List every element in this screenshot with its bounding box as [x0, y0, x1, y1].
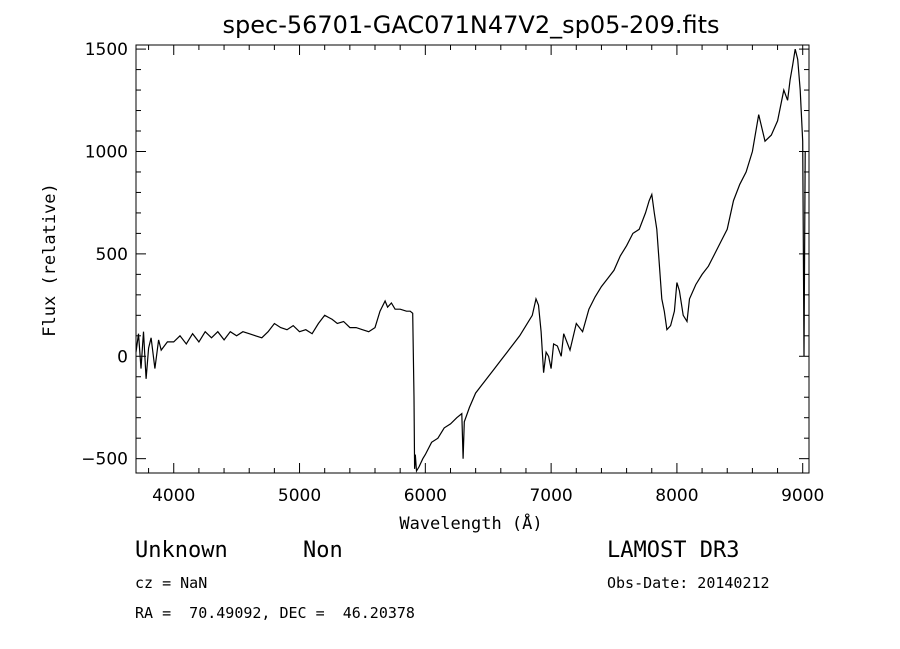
y-axis-tick-labels: −500 0 500 1000 1500 [81, 40, 128, 470]
chart-title: spec-56701-GAC071N47V2_sp05-209.fits [223, 11, 720, 39]
x-tick-label: 6000 [404, 486, 447, 506]
y-tick-label: 1000 [85, 142, 128, 162]
x-tick-label: 7000 [529, 486, 572, 506]
x-tick-label: 5000 [278, 486, 321, 506]
x-axis-label: Wavelength (Å) [399, 512, 542, 534]
y-tick-label: 500 [96, 245, 128, 265]
y-tick-label: 0 [117, 347, 128, 367]
series-line-spectrum [135, 48, 806, 473]
y-tick-label: −500 [81, 450, 128, 470]
x-axis-ticks [148, 45, 804, 473]
plot-frame [135, 44, 810, 474]
x-axis-tick-labels: 4000 5000 6000 7000 8000 9000 [152, 486, 824, 506]
observation-date: Obs-Date: 20140212 [607, 574, 770, 592]
object-class: Unknown [135, 538, 228, 563]
x-tick-label: 4000 [152, 486, 195, 506]
y-axis-ticks [136, 48, 809, 460]
y-axis-label: Flux (relative) [40, 183, 60, 337]
object-subclass: Non [303, 538, 343, 563]
redshift-readout: cz = NaN [135, 574, 208, 592]
series-group [135, 48, 806, 473]
x-tick-label: 9000 [781, 486, 824, 506]
x-tick-label: 8000 [655, 486, 698, 506]
survey-name: LAMOST DR3 [607, 538, 740, 563]
y-tick-label: 1500 [85, 40, 128, 60]
coordinates-readout: RA = 70.49092, DEC = 46.20378 [135, 604, 415, 622]
